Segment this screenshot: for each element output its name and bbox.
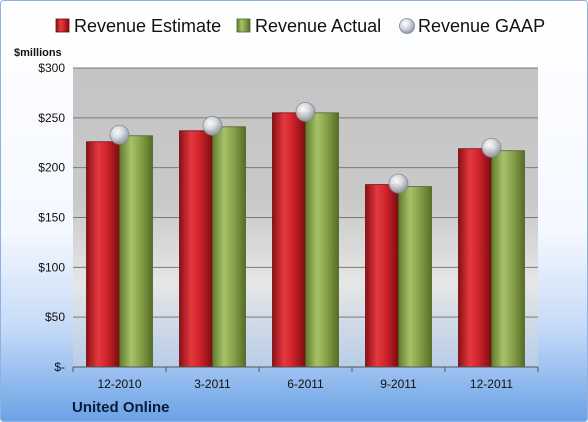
bar-revenue-actual	[212, 126, 246, 368]
x-tick-label: 6-2011	[287, 377, 324, 391]
marker-revenue-gaap	[295, 101, 316, 122]
legend-swatch	[236, 18, 251, 33]
marker-revenue-gaap	[202, 115, 223, 136]
legend-swatch	[55, 18, 70, 33]
legend: Revenue Estimate Revenue Actual Revenue GA…	[55, 16, 545, 36]
legend-label: Revenue Estimate	[74, 16, 221, 36]
bar-revenue-estimate	[179, 130, 213, 368]
y-tick-label: $250	[38, 111, 65, 125]
bar-revenue-actual	[305, 112, 339, 368]
bar-revenue-actual	[491, 150, 525, 368]
y-tick-label: $100	[38, 260, 65, 274]
bars	[86, 112, 525, 368]
y-tick-label: $-	[54, 360, 65, 374]
y-axis-ticks: $- $50 $100 $150 $200 $250 $300	[38, 61, 65, 374]
bar-revenue-estimate	[458, 148, 492, 368]
y-unit-label: $millions	[14, 47, 62, 59]
y-tick-label: $200	[38, 161, 65, 175]
marker-revenue-gaap	[481, 137, 502, 158]
y-tick-label: $50	[45, 310, 65, 324]
y-tick-label: $150	[38, 211, 65, 225]
legend-label: Revenue GAAP	[418, 16, 545, 36]
x-tick-label: 3-2011	[194, 377, 231, 391]
legend-label: Revenue Actual	[255, 16, 381, 36]
x-tick-label: 9-2011	[380, 377, 417, 391]
company-label: United Online	[72, 399, 170, 416]
bar-revenue-estimate	[272, 112, 306, 368]
marker-revenue-gaap	[388, 173, 409, 194]
bar-revenue-actual	[398, 186, 432, 368]
legend-swatch	[399, 18, 415, 34]
gaap-markers	[109, 101, 502, 194]
x-axis-ticks: 12-2010 3-2011 6-2011 9-2011 12-2011	[72, 367, 539, 391]
bar-revenue-estimate	[365, 184, 399, 368]
bar-revenue-estimate	[86, 141, 120, 368]
x-tick-label: 12-2010	[97, 377, 141, 391]
marker-revenue-gaap	[109, 124, 130, 145]
bar-revenue-actual	[119, 135, 153, 368]
x-tick-label: 12-2011	[470, 377, 513, 391]
y-tick-label: $300	[38, 61, 65, 75]
